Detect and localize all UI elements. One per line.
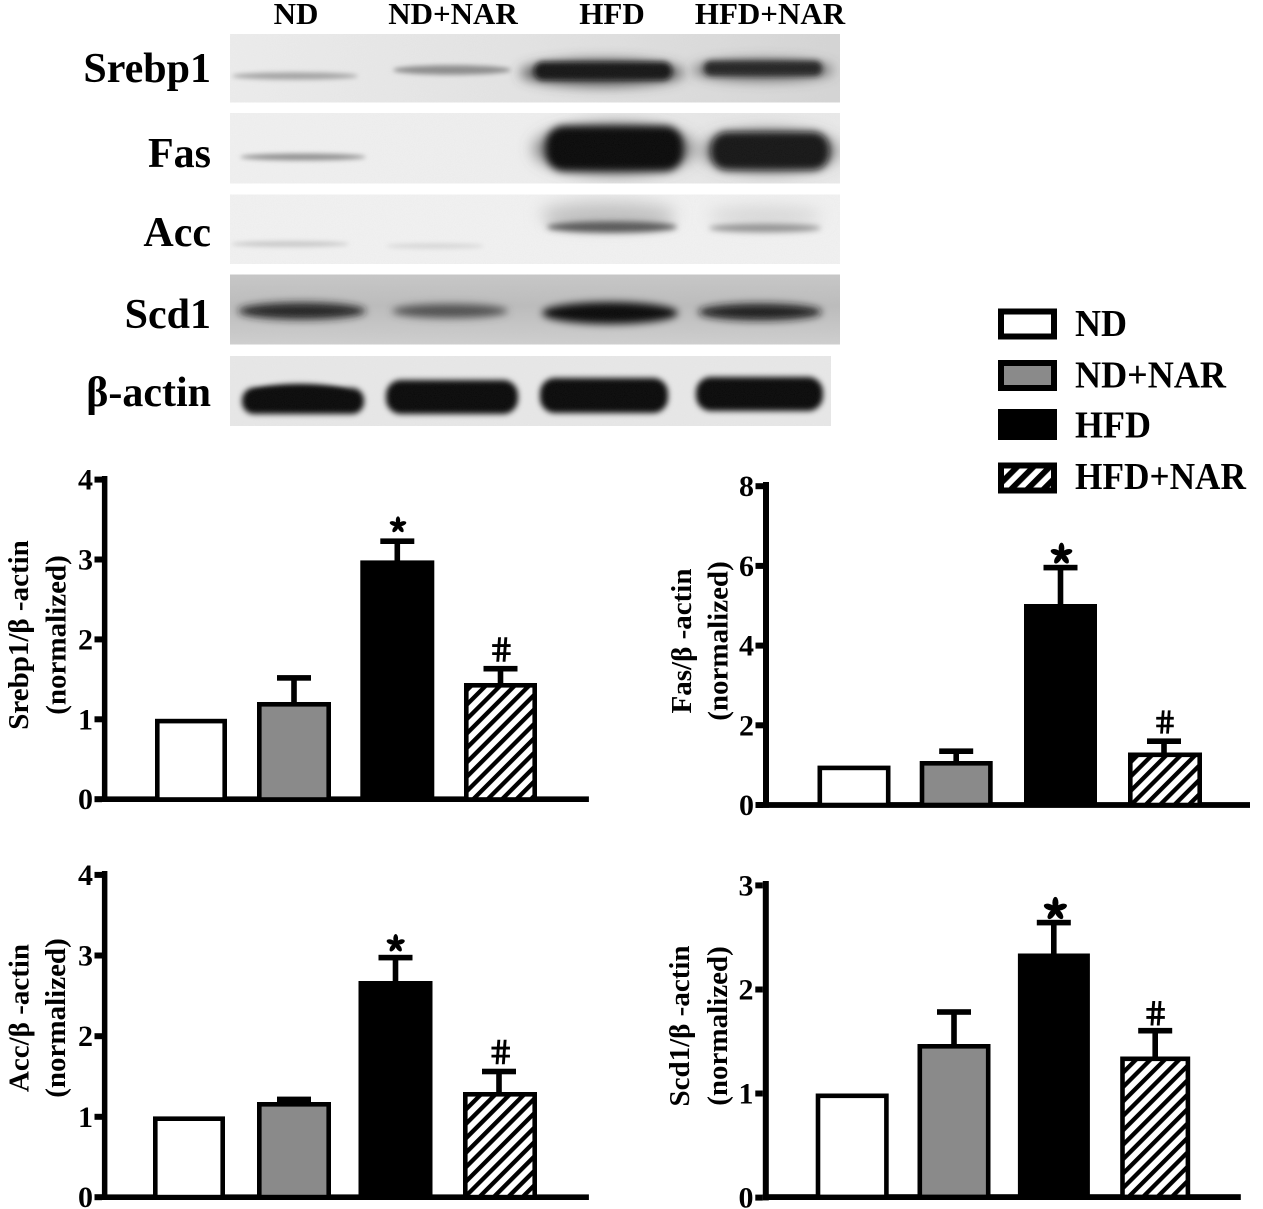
svg-text:ND: ND (1075, 303, 1127, 345)
svg-text:2: 2 (78, 1020, 93, 1053)
svg-text:Fas/β -actin: Fas/β -actin (666, 569, 698, 714)
svg-text:β-actin: β-actin (86, 370, 211, 416)
svg-text:ND+NAR: ND+NAR (1075, 355, 1227, 397)
svg-text:1: 1 (739, 1078, 754, 1111)
svg-text:6: 6 (739, 550, 754, 583)
svg-text:2: 2 (739, 974, 754, 1007)
svg-text:(normalized): (normalized) (702, 946, 734, 1105)
svg-text:Srebp1/β -actin: Srebp1/β -actin (3, 540, 35, 730)
svg-text:4: 4 (78, 859, 93, 892)
svg-text:1: 1 (78, 1101, 93, 1134)
svg-text:4: 4 (739, 630, 754, 663)
svg-text:Scd1: Scd1 (125, 292, 211, 338)
svg-text:(normalized): (normalized) (41, 555, 73, 714)
svg-text:ND: ND (274, 0, 319, 31)
svg-text:4: 4 (78, 464, 93, 497)
svg-text:Scd1/β -actin: Scd1/β -actin (664, 945, 696, 1106)
svg-text:(normalized): (normalized) (703, 561, 735, 720)
svg-text:HFD: HFD (579, 0, 644, 31)
svg-text:Acc: Acc (143, 210, 211, 256)
svg-text:2: 2 (78, 623, 93, 656)
svg-text:0: 0 (78, 1181, 93, 1209)
svg-text:(normalized): (normalized) (40, 938, 72, 1097)
svg-text:HFD+NAR: HFD+NAR (695, 0, 846, 31)
svg-text:ND+NAR: ND+NAR (388, 0, 518, 31)
svg-text:8: 8 (739, 470, 754, 503)
svg-text:Srebp1: Srebp1 (83, 46, 211, 92)
svg-text:0: 0 (78, 783, 93, 816)
svg-text:HFD+NAR: HFD+NAR (1075, 456, 1247, 498)
svg-text:3: 3 (78, 544, 93, 577)
svg-text:3: 3 (78, 940, 93, 973)
svg-text:HFD: HFD (1075, 405, 1151, 447)
svg-text:Acc/β -actin: Acc/β -actin (4, 944, 36, 1092)
svg-text:3: 3 (739, 869, 754, 902)
svg-text:1: 1 (78, 703, 93, 736)
svg-text:0: 0 (739, 789, 754, 822)
svg-text:Fas: Fas (148, 131, 211, 177)
svg-text:0: 0 (739, 1182, 754, 1209)
svg-text:2: 2 (739, 709, 754, 742)
